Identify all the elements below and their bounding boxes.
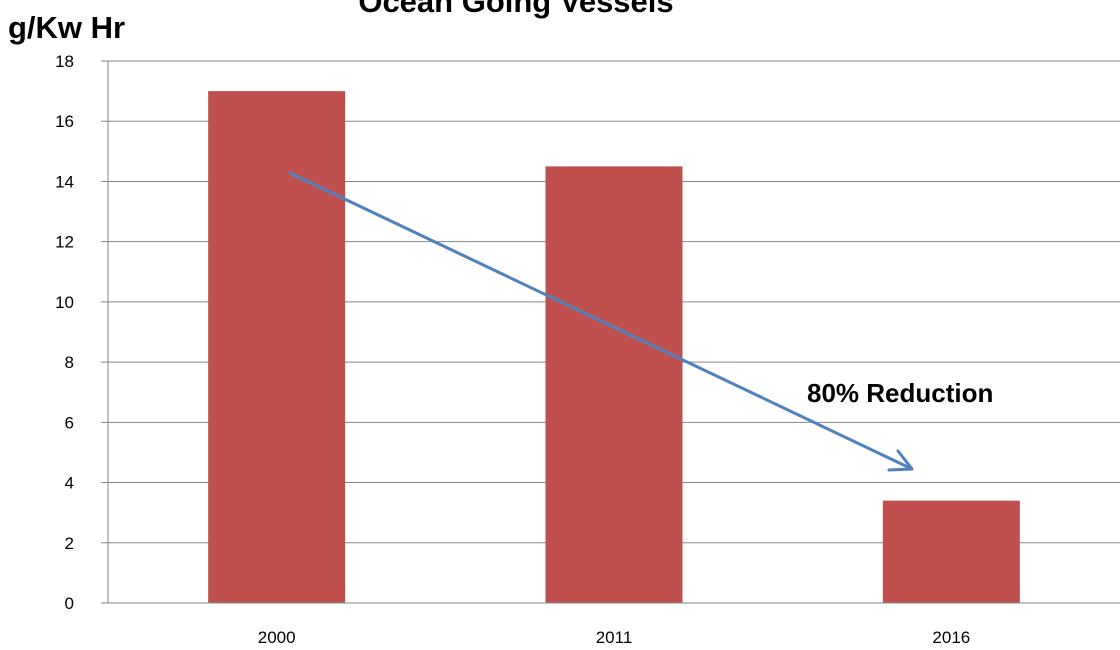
x-tick-label: 2011 <box>596 628 633 647</box>
x-tick-label: 2000 <box>258 628 296 647</box>
x-tick-label: 2016 <box>932 628 970 647</box>
bar-2016 <box>882 500 1020 603</box>
y-axis-label: g/Kw Hr <box>8 10 125 45</box>
y-tick-label: 12 <box>55 233 74 252</box>
bars <box>208 91 1020 603</box>
bar-2000 <box>208 91 346 603</box>
annotation-label: 80% Reduction <box>807 378 993 408</box>
y-tick-label: 14 <box>55 172 74 191</box>
y-tick-label: 8 <box>65 353 74 372</box>
y-tick-label: 16 <box>55 112 74 131</box>
trend-arrow <box>288 171 914 471</box>
y-tick-label: 18 <box>55 52 74 71</box>
reduction-annotation: 80% Reduction <box>288 171 993 472</box>
trend-arrow-head <box>887 449 914 472</box>
y-tick-label: 0 <box>65 594 74 613</box>
chart-title: Ocean Going Vessels <box>358 0 673 19</box>
bar-2011 <box>545 166 683 603</box>
x-tick-labels: 2000 2011 2016 <box>258 628 970 647</box>
axes <box>107 61 1120 604</box>
y-tick-labels: 0 2 4 6 8 10 12 14 16 18 <box>55 52 74 613</box>
y-tick-label: 6 <box>65 413 74 432</box>
y-tick-label: 10 <box>55 293 74 312</box>
y-tick-label: 4 <box>65 474 74 493</box>
y-tick-label: 2 <box>65 534 74 553</box>
